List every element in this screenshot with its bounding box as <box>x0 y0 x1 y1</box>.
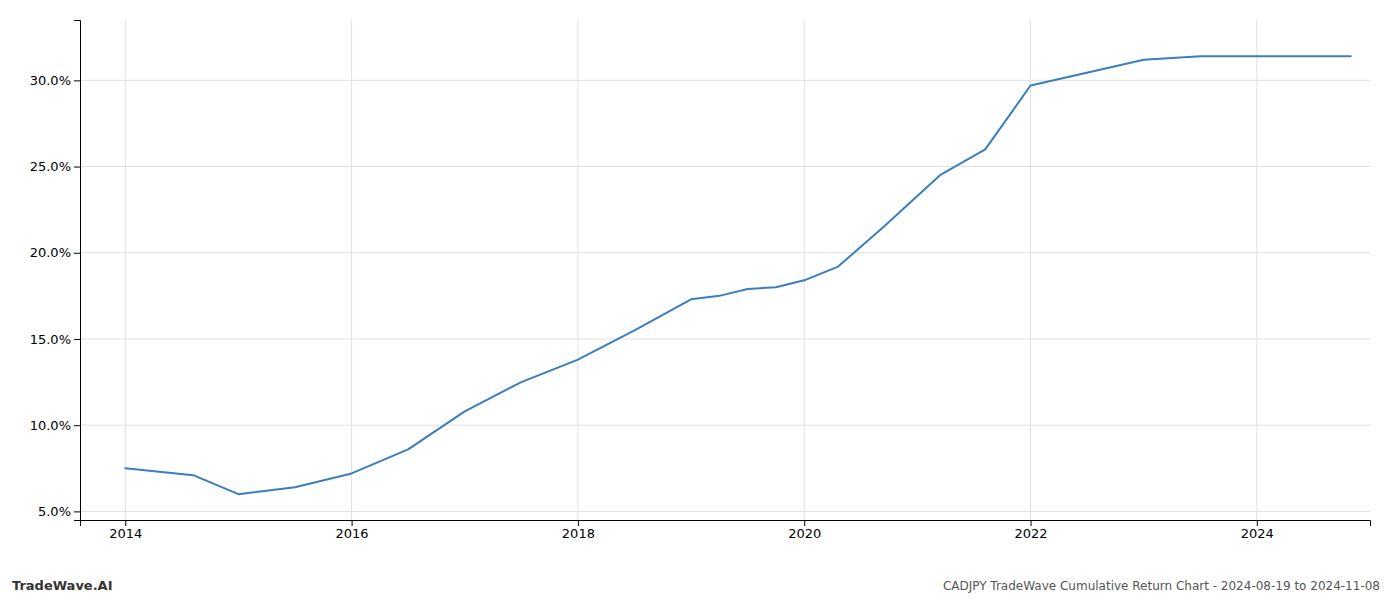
y-axis: 5.0% 10.0% 15.0% 20.0% 25.0% 30.0% <box>30 21 81 521</box>
tick: 2018 <box>562 520 595 541</box>
marks <box>125 56 1351 494</box>
grid-line-y <box>80 80 1370 81</box>
axis-line <box>74 21 81 521</box>
grid-line-y <box>80 425 1370 426</box>
tick: 2016 <box>336 520 369 541</box>
tick-label: 20.0% <box>30 245 71 260</box>
grid-line-x <box>1256 20 1257 520</box>
tick-label: 10.0% <box>30 418 71 433</box>
tick: 2022 <box>1014 520 1047 541</box>
grid-line-y <box>80 252 1370 253</box>
tick-mark <box>125 520 126 526</box>
tick: 15.0% <box>30 332 80 347</box>
tick-mark <box>352 520 353 526</box>
tick: 20.0% <box>30 245 80 260</box>
grid-line-x <box>577 20 578 520</box>
tick-label: 15.0% <box>30 332 71 347</box>
tick-label: 2022 <box>1014 526 1047 541</box>
grid-line-y <box>80 511 1370 512</box>
tick-mark <box>74 253 80 254</box>
line <box>125 56 1351 494</box>
x-axis: 2014 2016 2018 2020 2022 2024 <box>81 520 1371 541</box>
plot-area: 2014 2016 2018 2020 2022 2024 5.0% 10.0% 15.0% 20… <box>30 20 1371 541</box>
tick-mark <box>74 167 80 168</box>
axis-line <box>81 521 1371 527</box>
tick-mark <box>74 80 80 81</box>
tick-label: 2016 <box>336 526 369 541</box>
grid-line-x <box>1030 20 1031 520</box>
annotation: TradeWave.AI <box>12 578 113 593</box>
tick-label: 30.0% <box>30 73 71 88</box>
tick-mark <box>804 520 805 526</box>
tick-label: 25.0% <box>30 159 71 174</box>
tick-mark <box>578 520 579 526</box>
tick: 2014 <box>109 520 142 541</box>
tick: 5.0% <box>38 504 80 519</box>
chart: 2014 2016 2018 2020 2022 2024 5.0% 10.0% 15.0% 20… <box>0 0 1400 600</box>
grid-line-y <box>80 166 1370 167</box>
tick: 25.0% <box>30 159 80 174</box>
tick: 2020 <box>788 520 821 541</box>
tick: 2024 <box>1241 520 1274 541</box>
tick-mark <box>74 511 80 512</box>
tick-mark <box>1031 520 1032 526</box>
grid-line-x <box>351 20 352 520</box>
grid-line-x <box>804 20 805 520</box>
tick-mark <box>74 425 80 426</box>
tick: 30.0% <box>30 73 80 88</box>
grid <box>80 20 1370 520</box>
grid-line-x <box>125 20 126 520</box>
tick-label: 2014 <box>109 526 142 541</box>
tick-mark <box>1257 520 1258 526</box>
tick-label: 2020 <box>788 526 821 541</box>
tick: 10.0% <box>30 418 80 433</box>
tick-mark <box>74 339 80 340</box>
tick-label: 2024 <box>1241 526 1274 541</box>
tick-label: 5.0% <box>38 504 71 519</box>
grid-line-y <box>80 338 1370 339</box>
tick-label: 2018 <box>562 526 595 541</box>
title: CADJPY TradeWave Cumulative Return Chart… <box>943 579 1380 593</box>
